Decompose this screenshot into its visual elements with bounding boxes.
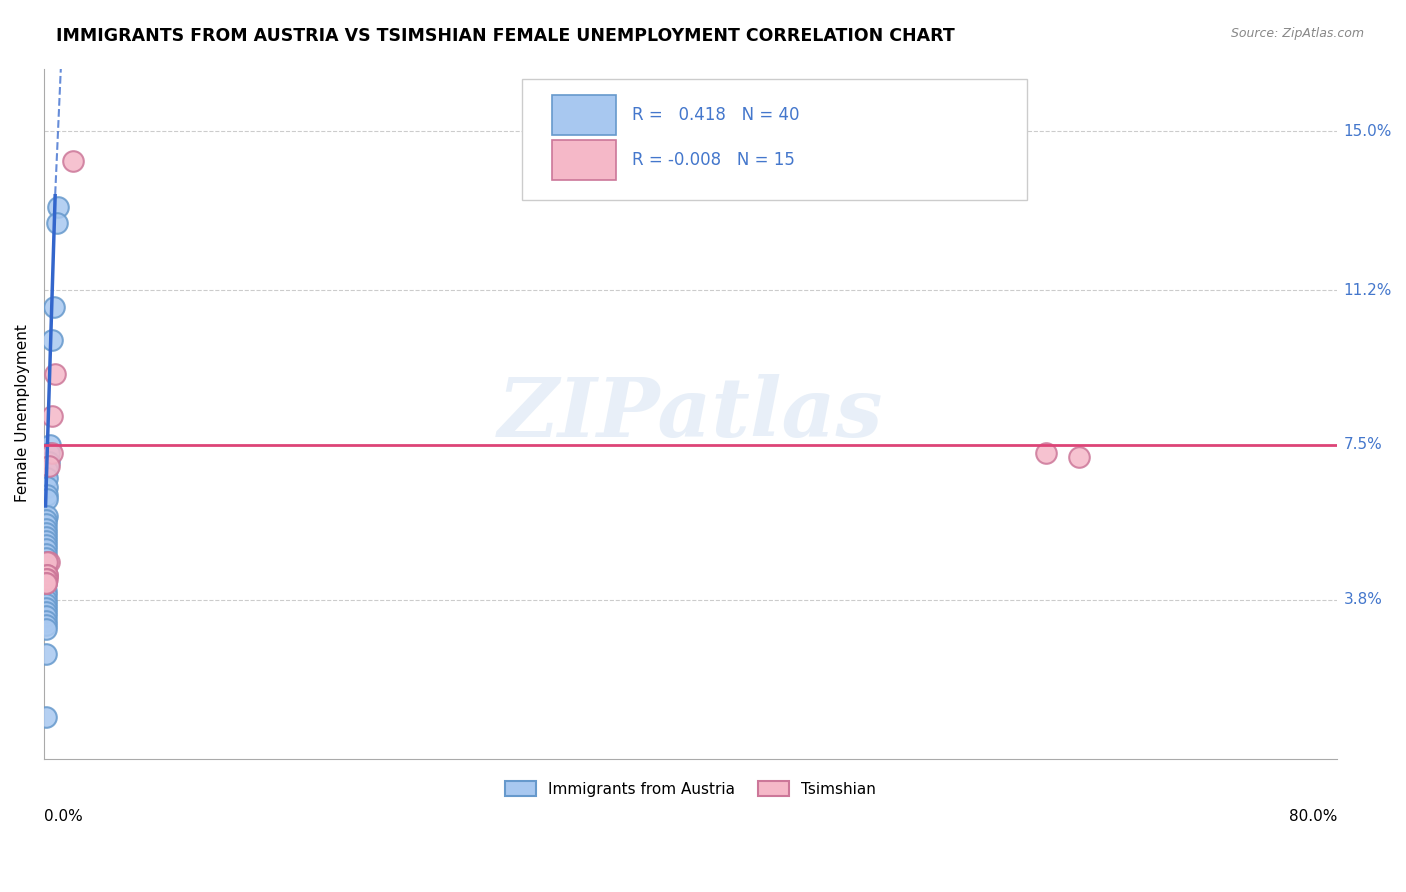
Point (34, 589, 56, 603)
FancyBboxPatch shape (523, 78, 1026, 200)
Point (34, 617, 56, 632)
Point (34, 709, 56, 723)
Text: R = -0.008   N = 15: R = -0.008 N = 15 (633, 151, 796, 169)
Point (34, 597, 56, 611)
Point (37, 492, 59, 507)
Point (34, 522, 56, 536)
Point (42, 300, 65, 314)
Point (34, 534, 56, 549)
Point (34, 530, 56, 544)
Point (38, 458, 60, 473)
Point (34, 605, 56, 619)
Point (34, 609, 56, 624)
Point (38, 455, 60, 469)
Point (37, 567, 59, 582)
Text: 15.0%: 15.0% (1344, 124, 1392, 139)
Text: 3.8%: 3.8% (1344, 592, 1382, 607)
FancyBboxPatch shape (553, 139, 616, 180)
Point (34, 575, 56, 590)
Point (37, 488, 59, 502)
Text: 7.5%: 7.5% (1344, 437, 1382, 452)
Point (34, 550, 56, 565)
Text: 11.2%: 11.2% (1344, 283, 1392, 298)
Text: R =   0.418   N = 40: R = 0.418 N = 40 (633, 106, 800, 124)
Point (34, 575, 56, 590)
Point (34, 575, 56, 590)
Point (37, 480, 59, 494)
Point (34, 517, 56, 532)
Point (34, 572, 56, 586)
Point (48, 200, 70, 214)
Point (37, 567, 59, 582)
Point (34, 542, 56, 557)
FancyBboxPatch shape (553, 95, 616, 136)
Point (1067, 450, 1090, 465)
Point (38, 446, 60, 460)
Point (45, 216, 67, 230)
Point (37, 555, 59, 569)
Point (39, 438, 62, 452)
Point (34, 513, 56, 527)
Point (34, 584, 56, 599)
Point (34, 647, 56, 661)
Text: IMMIGRANTS FROM AUSTRIA VS TSIMSHIAN FEMALE UNEMPLOYMENT CORRELATION CHART: IMMIGRANTS FROM AUSTRIA VS TSIMSHIAN FEM… (56, 27, 955, 45)
Text: Source: ZipAtlas.com: Source: ZipAtlas.com (1230, 27, 1364, 40)
Point (37, 471, 59, 485)
Point (41, 334, 63, 348)
Point (37, 508, 59, 523)
Point (34, 547, 56, 561)
Point (44, 367, 66, 381)
Point (34, 592, 56, 607)
Point (62, 153, 84, 168)
Point (34, 525, 56, 540)
Text: ZIPatlas: ZIPatlas (498, 374, 883, 453)
Point (34, 572, 56, 586)
Point (38, 555, 60, 569)
Point (34, 555, 56, 569)
Point (37, 463, 59, 477)
Y-axis label: Female Unemployment: Female Unemployment (15, 325, 30, 502)
Point (41, 409, 63, 423)
Legend: Immigrants from Austria, Tsimshian: Immigrants from Austria, Tsimshian (499, 774, 882, 803)
Point (34, 614, 56, 628)
Point (1035, 446, 1057, 460)
Text: 80.0%: 80.0% (1289, 809, 1337, 823)
Point (34, 601, 56, 615)
Point (41, 446, 63, 460)
Point (34, 559, 56, 574)
Point (34, 622, 56, 636)
Point (34, 538, 56, 552)
Point (34, 567, 56, 582)
Point (37, 572, 59, 586)
Text: 0.0%: 0.0% (44, 809, 83, 823)
